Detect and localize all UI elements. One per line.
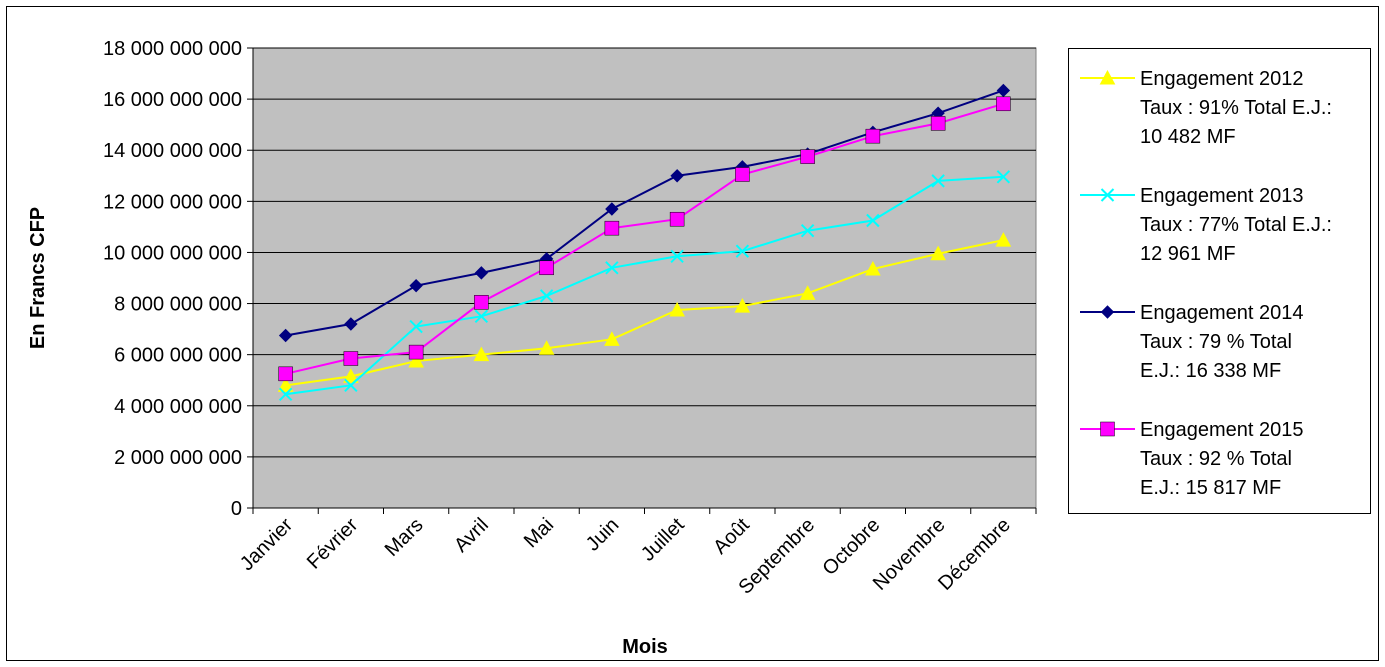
data-point bbox=[277, 377, 294, 392]
series-4 bbox=[278, 96, 1011, 382]
data-point bbox=[995, 232, 1012, 247]
data-point bbox=[408, 344, 424, 360]
data-point bbox=[344, 317, 358, 331]
data-point bbox=[866, 213, 880, 228]
legend-label: 12 961 MF bbox=[1140, 243, 1236, 265]
series-2 bbox=[278, 170, 1011, 401]
data-point bbox=[278, 328, 293, 343]
data-point bbox=[408, 353, 424, 368]
legend-label: Taux : 79 % Total bbox=[1140, 331, 1292, 353]
legend-label: Taux : 77% Total E.J.: bbox=[1140, 214, 1332, 236]
data-point bbox=[735, 244, 750, 258]
legend-entry: Engagement 2015 Taux : 92 % Total E.J.: 15… bbox=[1080, 419, 1303, 499]
data-point bbox=[474, 295, 489, 310]
data-point bbox=[605, 202, 619, 216]
data-point bbox=[474, 266, 489, 280]
data-point bbox=[539, 289, 554, 303]
legend-label: E.J.: 16 338 MF bbox=[1140, 360, 1281, 382]
data-point bbox=[734, 298, 751, 313]
legend-entry: Engagement 2013 Taux : 77% Total E.J.: 12 … bbox=[1080, 185, 1332, 265]
legend-label: 10 482 MF bbox=[1140, 126, 1236, 148]
data-point bbox=[473, 346, 490, 362]
legend: Engagement 2012 Taux : 91% Total E.J.: 10 … bbox=[1080, 68, 1332, 499]
y-tick-label: 0 bbox=[231, 498, 242, 520]
y-tick-label: 6 000 000 000 bbox=[114, 345, 242, 367]
data-point bbox=[278, 366, 293, 382]
data-point bbox=[931, 174, 945, 188]
data-point bbox=[996, 96, 1011, 112]
series-line bbox=[285, 89, 1004, 337]
data-point bbox=[474, 309, 489, 324]
series-line bbox=[285, 102, 1004, 375]
legend-label: Taux : 91% Total E.J.: bbox=[1140, 97, 1332, 119]
y-axis-ticks: 0 2 000 000 000 4 000 000 000 6 000 000 000… bbox=[103, 38, 253, 520]
data-point bbox=[800, 149, 815, 164]
legend-label: Engagement 2012 bbox=[1140, 68, 1303, 90]
data-point bbox=[996, 170, 1011, 184]
data-point bbox=[735, 167, 750, 182]
series-group bbox=[277, 83, 1012, 401]
data-point bbox=[604, 331, 620, 346]
legend-label: E.J.: 15 817 MF bbox=[1140, 477, 1281, 499]
data-point bbox=[669, 211, 685, 227]
data-point bbox=[865, 261, 881, 276]
y-tick-label: 10 000 000 000 bbox=[103, 242, 242, 264]
y-tick-label: 18 000 000 000 bbox=[103, 38, 242, 60]
legend-box bbox=[1068, 48, 1371, 514]
data-point bbox=[604, 220, 620, 236]
series-line bbox=[285, 175, 1004, 396]
plot-area bbox=[252, 47, 1037, 509]
data-point bbox=[800, 224, 815, 238]
data-point bbox=[930, 245, 946, 261]
data-point bbox=[538, 340, 555, 355]
y-tick-label: 8 000 000 000 bbox=[114, 294, 242, 316]
legend-label: Engagement 2013 bbox=[1140, 185, 1303, 207]
data-point bbox=[409, 278, 423, 293]
data-point bbox=[930, 116, 946, 131]
data-point bbox=[669, 301, 685, 317]
legend-entry: Engagement 2014 Taux : 79 % Total E.J.: 16… bbox=[1080, 302, 1303, 382]
data-point bbox=[344, 378, 358, 393]
data-point bbox=[996, 83, 1011, 98]
legend-entry: Engagement 2012 Taux : 91% Total E.J.: 10 … bbox=[1080, 68, 1332, 148]
x-axis-title: Mois bbox=[622, 636, 668, 658]
data-point bbox=[670, 249, 684, 263]
legend-marker bbox=[1100, 421, 1115, 437]
legend-label: Engagement 2014 bbox=[1140, 302, 1303, 324]
y-tick-label: 16 000 000 000 bbox=[103, 89, 242, 111]
y-tick-label: 14 000 000 000 bbox=[103, 140, 242, 162]
data-point bbox=[865, 128, 881, 144]
series-line bbox=[285, 239, 1004, 387]
series-1 bbox=[277, 232, 1012, 392]
data-point bbox=[539, 260, 554, 276]
y-tick-label: 12 000 000 000 bbox=[103, 191, 242, 213]
data-point bbox=[343, 351, 359, 366]
legend-label: Taux : 92 % Total bbox=[1140, 448, 1292, 470]
y-tick-label: 4 000 000 000 bbox=[114, 396, 242, 418]
legend-label: Engagement 2015 bbox=[1140, 419, 1303, 441]
data-point bbox=[343, 368, 359, 383]
legend-marker bbox=[1100, 188, 1115, 202]
data-point bbox=[670, 169, 684, 183]
data-point bbox=[605, 261, 619, 275]
data-point bbox=[409, 319, 423, 334]
data-point bbox=[799, 285, 816, 300]
legend-marker bbox=[1100, 305, 1115, 319]
y-tick-label: 2 000 000 000 bbox=[114, 447, 242, 469]
data-point bbox=[278, 387, 293, 401]
legend-marker bbox=[1099, 69, 1116, 85]
y-axis-title: En Francs CFP bbox=[27, 207, 49, 349]
